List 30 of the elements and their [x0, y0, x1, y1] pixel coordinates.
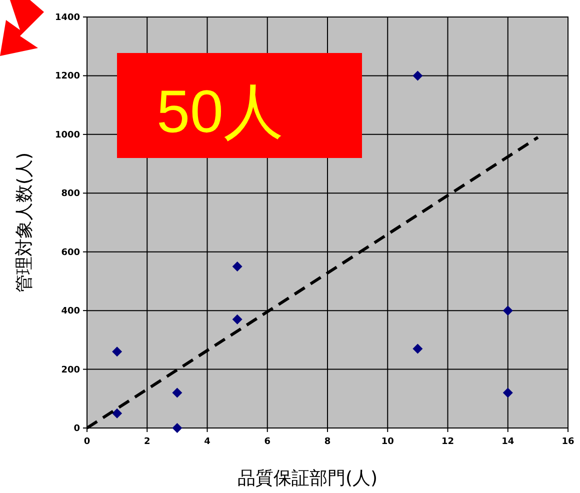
point	[172, 423, 182, 433]
x-tick-label: 16	[562, 437, 574, 447]
point	[112, 408, 122, 418]
point	[172, 388, 182, 398]
y-tick-label: 600	[61, 248, 80, 258]
x-tick-label: 10	[381, 437, 394, 447]
y-tick-label: 0	[74, 424, 80, 434]
x-tick-label: 8	[324, 437, 331, 447]
x-tick-label: 2	[144, 437, 150, 447]
point	[232, 314, 242, 324]
x-axis-title: 品質保証部門(人)	[237, 468, 378, 489]
y-tick-label: 400	[61, 306, 80, 317]
y-tick-label: 200	[61, 365, 80, 376]
point	[502, 306, 513, 316]
point	[412, 70, 423, 81]
x-tick-label: 0	[84, 437, 90, 447]
x-tick-label: 12	[441, 437, 454, 447]
annotation: 50人	[156, 78, 284, 145]
y-tick-label: 1000	[54, 130, 80, 140]
y-tick-label: 800	[61, 189, 80, 200]
point	[412, 344, 423, 354]
point	[112, 346, 122, 357]
y-tick-label: 1400	[54, 13, 80, 23]
x-tick-label: 6	[264, 437, 271, 447]
point	[232, 262, 242, 272]
y-axis-title: 管理対象人数(人)	[14, 152, 35, 293]
x-tick-label: 14	[502, 437, 514, 447]
x-tick-label: 4	[204, 437, 210, 447]
point	[502, 388, 513, 398]
y-tick-label: 1200	[54, 72, 80, 82]
